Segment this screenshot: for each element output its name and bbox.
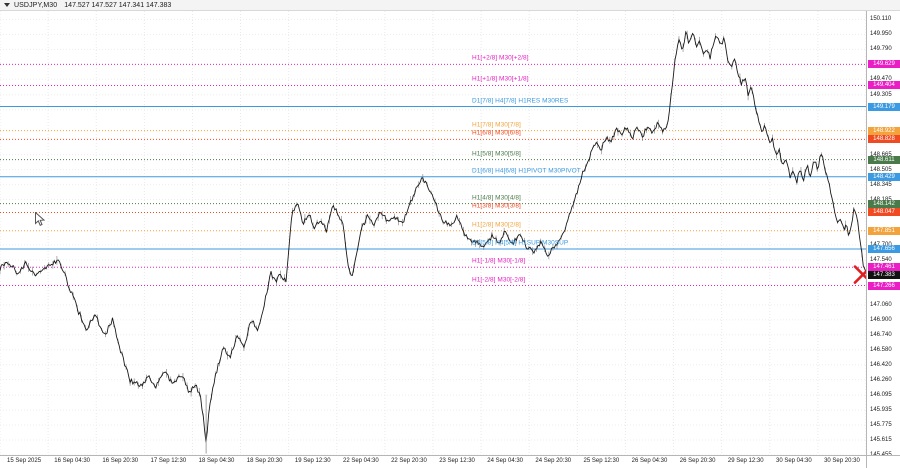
price-badge: 149.629 bbox=[868, 60, 900, 69]
level-label: H1[+1/8] M30[+1/8] bbox=[472, 75, 529, 83]
chart-title-bar: USDJPY,M30 147.527 147.527 147.341 147.3… bbox=[0, 0, 900, 11]
price-badge: 149.404 bbox=[868, 81, 900, 90]
price-badge: 147.383 bbox=[868, 270, 900, 279]
price-tick-label: 149.950 bbox=[870, 31, 892, 38]
price-tick-label: 147.060 bbox=[870, 301, 892, 308]
level-label: H1[5/8] M30[5/8] bbox=[472, 150, 521, 158]
time-tick-label: 22 Sep 20:30 bbox=[391, 458, 427, 464]
price-badge: 148.922 bbox=[868, 126, 900, 135]
price-badge: 148.047 bbox=[868, 208, 900, 217]
price-badge: 147.851 bbox=[868, 226, 900, 235]
price-badge: 147.461 bbox=[868, 263, 900, 272]
level-label: H1[4/8] M30[4/8] bbox=[472, 194, 521, 202]
time-tick-label: 26 Sep 20:30 bbox=[679, 458, 716, 464]
level-label: D1[5/8] H4[5/8] H1SUP M30SUP bbox=[472, 239, 569, 247]
time-tick-label: 19 Sep 12:30 bbox=[294, 458, 331, 464]
time-tick-label: 22 Sep 04:30 bbox=[342, 458, 379, 464]
price-tick-label: 146.420 bbox=[870, 361, 892, 368]
price-series bbox=[0, 30, 866, 454]
price-axis[interactable]: 150.110 149.950 149.790 149.470 149.305 149.1… bbox=[866, 11, 900, 458]
time-tick-label: 16 Sep 20:30 bbox=[102, 458, 139, 464]
price-tick-label: 146.580 bbox=[870, 346, 892, 353]
time-tick-label: 24 Sep 04:30 bbox=[487, 458, 524, 464]
price-badge: 149.179 bbox=[868, 102, 900, 111]
price-tick-label: 147.700 bbox=[870, 242, 892, 248]
grid-layer bbox=[0, 11, 866, 455]
price-tick-label: 148.505 bbox=[870, 166, 892, 173]
price-tick-label: 145.775 bbox=[870, 422, 892, 429]
price-badge: 147.266 bbox=[868, 281, 900, 290]
price-tick-label: 146.095 bbox=[870, 392, 892, 399]
time-tick-label: 18 Sep 20:30 bbox=[246, 458, 283, 464]
price-tick-label: 149.470 bbox=[870, 76, 892, 83]
price-tick-label: 146.900 bbox=[870, 316, 892, 323]
level-label: H1[-2/8] M30[-2/8] bbox=[472, 276, 526, 284]
level-label: H1[6/8] M30[6/8] bbox=[472, 129, 521, 137]
time-axis[interactable]: 15 Sep 2025 16 Sep 04:30 16 Sep 20:30 17 Se… bbox=[0, 455, 866, 468]
price-badge: 148.611 bbox=[868, 155, 900, 164]
level-label: D1[7/8] H4[7/8] H1RES M30RES bbox=[472, 97, 569, 105]
level-label: H1[-1/8] M30[-1/8] bbox=[472, 257, 526, 265]
time-tick-label: 16 Sep 04:30 bbox=[54, 458, 91, 464]
level-labels-layer: H1[+2/8] M30[+2/8] H1[+1/8] M30[+1/8] D1[7… bbox=[0, 11, 866, 455]
time-tick-label: 24 Sep 20:30 bbox=[535, 458, 572, 464]
level-lines-layer bbox=[0, 63, 866, 287]
axis-corner bbox=[866, 455, 900, 468]
price-tick-label: 145.615 bbox=[870, 437, 892, 444]
price-tick-label: 146.740 bbox=[870, 331, 892, 338]
time-tick-label: 29 Sep 12:30 bbox=[727, 458, 764, 464]
price-tick-label: 148.185 bbox=[870, 197, 892, 203]
level-label: H1[3/8] M30[3/8] bbox=[472, 202, 521, 210]
price-badge: 147.656 bbox=[868, 245, 900, 254]
time-tick-label: 18 Sep 04:30 bbox=[198, 458, 235, 464]
level-label: H1[7/8] M30[7/8] bbox=[472, 121, 521, 129]
price-tick-label: 147.540 bbox=[870, 256, 892, 263]
price-badge: 148.828 bbox=[868, 135, 900, 144]
price-badge: 148.142 bbox=[868, 199, 900, 208]
time-tick-label: 26 Sep 04:30 bbox=[631, 458, 668, 464]
price-tick-label: 145.935 bbox=[870, 407, 892, 414]
time-tick-label: 30 Sep 04:30 bbox=[775, 458, 812, 464]
symbol-label: USDJPY,M30 bbox=[14, 1, 58, 9]
price-badge: 148.429 bbox=[868, 172, 900, 181]
time-tick-label: 30 Sep 20:30 bbox=[824, 458, 860, 464]
chart-plot-area[interactable]: H1[+2/8] M30[+2/8] H1[+1/8] M30[+1/8] D1[7… bbox=[0, 11, 866, 455]
price-tick-label: 148.665 bbox=[870, 151, 892, 158]
marker-layer bbox=[853, 265, 866, 284]
time-tick-label: 23 Sep 12:30 bbox=[439, 458, 475, 464]
price-tick-label: 148.345 bbox=[870, 181, 892, 188]
time-tick-label: 15 Sep 2025 bbox=[7, 458, 42, 464]
level-label: D1[6/8] H4[6/8] H1PIVOT M30PIVOT bbox=[472, 167, 581, 175]
price-tick-label: 149.305 bbox=[870, 91, 892, 98]
ohlc-values: 147.527 147.527 147.341 147.383 bbox=[64, 1, 172, 9]
price-tick-label: 150.110 bbox=[870, 16, 892, 23]
level-label: H1[+2/8] M30[+2/8] bbox=[472, 54, 529, 62]
triangle-down-icon[interactable] bbox=[4, 3, 10, 7]
time-tick-label: 25 Sep 12:30 bbox=[583, 458, 620, 464]
price-tick-label: 146.260 bbox=[870, 376, 892, 383]
level-label: H1[2/8] M30[2/8] bbox=[472, 221, 521, 229]
price-tick-label: 149.790 bbox=[870, 46, 892, 53]
time-tick-label: 17 Sep 12:30 bbox=[150, 458, 187, 464]
